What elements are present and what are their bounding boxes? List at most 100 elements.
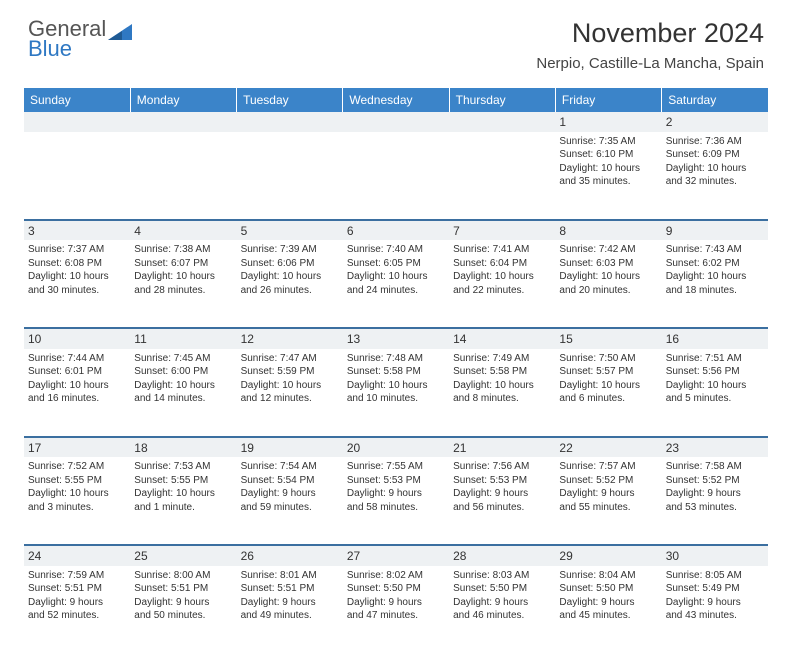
day-number-cell: 30 bbox=[662, 545, 768, 566]
sunset-text: Sunset: 6:02 PM bbox=[666, 257, 764, 271]
week-row: Sunrise: 7:59 AMSunset: 5:51 PMDaylight:… bbox=[24, 566, 768, 654]
day-cell: Sunrise: 7:48 AMSunset: 5:58 PMDaylight:… bbox=[343, 349, 449, 437]
sunset-text: Sunset: 5:51 PM bbox=[28, 582, 126, 596]
daylight-text: Daylight: 9 hours bbox=[453, 596, 551, 610]
sunrise-text: Sunrise: 7:36 AM bbox=[666, 135, 764, 149]
day-number: 22 bbox=[559, 441, 572, 455]
title-block: November 2024 Nerpio, Castille-La Mancha… bbox=[536, 18, 764, 72]
daynum-row: 24252627282930 bbox=[24, 545, 768, 566]
sunrise-text: Sunrise: 8:02 AM bbox=[347, 569, 445, 583]
daynum-row: 12 bbox=[24, 112, 768, 132]
day-number: 25 bbox=[134, 549, 147, 563]
day-number-cell: 23 bbox=[662, 437, 768, 458]
daylight-text: and 56 minutes. bbox=[453, 501, 551, 515]
day-number-cell: 9 bbox=[662, 220, 768, 241]
day-number-cell bbox=[237, 112, 343, 132]
sunrise-text: Sunrise: 8:04 AM bbox=[559, 569, 657, 583]
day-cell: Sunrise: 7:52 AMSunset: 5:55 PMDaylight:… bbox=[24, 457, 130, 545]
day-number: 16 bbox=[666, 332, 679, 346]
daylight-text: and 32 minutes. bbox=[666, 175, 764, 189]
weekday-header: Tuesday bbox=[237, 88, 343, 112]
daylight-text: and 20 minutes. bbox=[559, 284, 657, 298]
sunset-text: Sunset: 6:03 PM bbox=[559, 257, 657, 271]
day-cell: Sunrise: 7:47 AMSunset: 5:59 PMDaylight:… bbox=[237, 349, 343, 437]
weekday-header: Wednesday bbox=[343, 88, 449, 112]
sunrise-text: Sunrise: 7:42 AM bbox=[559, 243, 657, 257]
daylight-text: and 30 minutes. bbox=[28, 284, 126, 298]
sunrise-text: Sunrise: 7:40 AM bbox=[347, 243, 445, 257]
day-cell: Sunrise: 7:42 AMSunset: 6:03 PMDaylight:… bbox=[555, 240, 661, 328]
day-number-cell bbox=[449, 112, 555, 132]
day-number: 9 bbox=[666, 224, 673, 238]
sunrise-text: Sunrise: 8:00 AM bbox=[134, 569, 232, 583]
day-cell: Sunrise: 7:36 AMSunset: 6:09 PMDaylight:… bbox=[662, 132, 768, 220]
sunrise-text: Sunrise: 7:52 AM bbox=[28, 460, 126, 474]
daylight-text: Daylight: 10 hours bbox=[453, 379, 551, 393]
daylight-text: Daylight: 10 hours bbox=[347, 379, 445, 393]
day-number: 17 bbox=[28, 441, 41, 455]
month-title: November 2024 bbox=[536, 18, 764, 49]
day-number-cell: 6 bbox=[343, 220, 449, 241]
logo-triangle-icon bbox=[108, 22, 132, 42]
day-cell: Sunrise: 8:00 AMSunset: 5:51 PMDaylight:… bbox=[130, 566, 236, 654]
day-number-cell: 27 bbox=[343, 545, 449, 566]
day-cell: Sunrise: 7:35 AMSunset: 6:10 PMDaylight:… bbox=[555, 132, 661, 220]
day-number: 2 bbox=[666, 115, 673, 129]
day-number-cell: 8 bbox=[555, 220, 661, 241]
day-number: 4 bbox=[134, 224, 141, 238]
daylight-text: and 49 minutes. bbox=[241, 609, 339, 623]
day-cell: Sunrise: 7:43 AMSunset: 6:02 PMDaylight:… bbox=[662, 240, 768, 328]
day-number-cell: 25 bbox=[130, 545, 236, 566]
sunset-text: Sunset: 6:00 PM bbox=[134, 365, 232, 379]
week-row: Sunrise: 7:52 AMSunset: 5:55 PM Daylight:… bbox=[24, 457, 768, 545]
daylight-text: and 1 minute. bbox=[134, 501, 232, 515]
day-number-cell: 29 bbox=[555, 545, 661, 566]
day-cell: Sunrise: 7:55 AMSunset: 5:53 PMDaylight:… bbox=[343, 457, 449, 545]
day-number: 20 bbox=[347, 441, 360, 455]
daylight-text: Daylight: 10 hours bbox=[347, 270, 445, 284]
week-row: Sunrise: 7:35 AMSunset: 6:10 PMDaylight:… bbox=[24, 132, 768, 220]
daylight-text: and 3 minutes. bbox=[28, 501, 126, 515]
day-number: 15 bbox=[559, 332, 572, 346]
day-number-cell: 22 bbox=[555, 437, 661, 458]
sunset-text: Sunset: 5:53 PM bbox=[453, 474, 551, 488]
daylight-text: Daylight: 10 hours bbox=[28, 270, 126, 284]
sunset-text: Sunset: 5:51 PM bbox=[134, 582, 232, 596]
sunset-text: Sunset: 5:56 PM bbox=[666, 365, 764, 379]
sunset-text: Sunset: 5:57 PM bbox=[559, 365, 657, 379]
day-number: 12 bbox=[241, 332, 254, 346]
sunrise-text: Sunrise: 7:39 AM bbox=[241, 243, 339, 257]
daylight-text: and 50 minutes. bbox=[134, 609, 232, 623]
day-cell: Sunrise: 7:44 AMSunset: 6:01 PMDaylight:… bbox=[24, 349, 130, 437]
daylight-text: Daylight: 10 hours bbox=[134, 270, 232, 284]
daylight-text: Daylight: 9 hours bbox=[666, 487, 764, 501]
daylight-text: Daylight: 10 hours bbox=[134, 379, 232, 393]
weekday-header: Saturday bbox=[662, 88, 768, 112]
sunrise-text: Sunrise: 8:01 AM bbox=[241, 569, 339, 583]
daylight-text: Daylight: 10 hours bbox=[559, 379, 657, 393]
sunrise-text: Sunrise: 7:43 AM bbox=[666, 243, 764, 257]
sunset-text: Sunset: 5:51 PM bbox=[241, 582, 339, 596]
sunset-text: Sunset: 5:55 PM bbox=[28, 474, 126, 488]
day-number-cell: 11 bbox=[130, 328, 236, 349]
sunrise-text: Sunrise: 7:51 AM bbox=[666, 352, 764, 366]
daylight-text: and 14 minutes. bbox=[134, 392, 232, 406]
daynum-row: 10111213141516 bbox=[24, 328, 768, 349]
sunrise-text: Sunrise: 7:54 AM bbox=[241, 460, 339, 474]
day-number: 30 bbox=[666, 549, 679, 563]
daylight-text: and 47 minutes. bbox=[347, 609, 445, 623]
day-number: 6 bbox=[347, 224, 354, 238]
sunrise-text: Sunrise: 8:03 AM bbox=[453, 569, 551, 583]
sunset-text: Sunset: 5:59 PM bbox=[241, 365, 339, 379]
day-number: 14 bbox=[453, 332, 466, 346]
day-number: 21 bbox=[453, 441, 466, 455]
day-number-cell: 26 bbox=[237, 545, 343, 566]
day-cell: Sunrise: 7:56 AMSunset: 5:53 PMDaylight:… bbox=[449, 457, 555, 545]
day-cell: Sunrise: 7:49 AMSunset: 5:58 PMDaylight:… bbox=[449, 349, 555, 437]
sunrise-text: Sunrise: 7:38 AM bbox=[134, 243, 232, 257]
daylight-text: and 24 minutes. bbox=[347, 284, 445, 298]
day-cell: Sunrise: 7:40 AMSunset: 6:05 PMDaylight:… bbox=[343, 240, 449, 328]
daylight-text: Daylight: 10 hours bbox=[666, 270, 764, 284]
day-number: 11 bbox=[134, 332, 146, 346]
day-number-cell bbox=[24, 112, 130, 132]
